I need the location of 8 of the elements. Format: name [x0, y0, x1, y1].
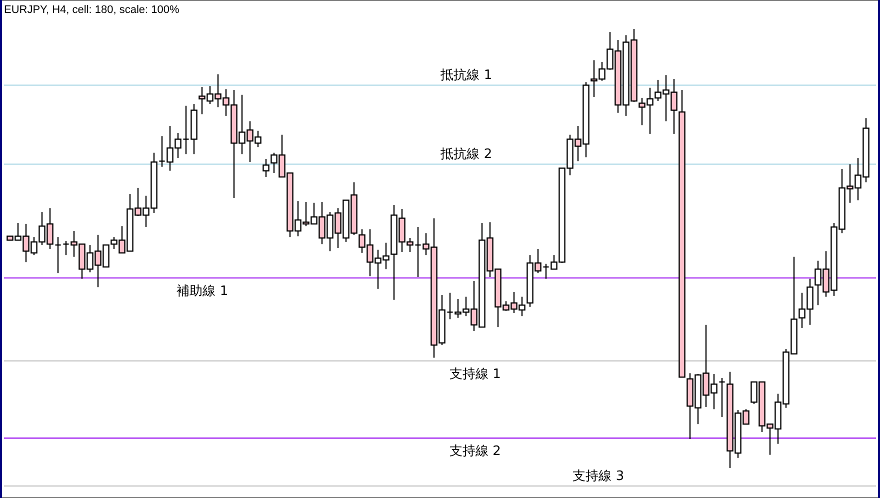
ref-line-label: 支持線 3	[572, 469, 624, 484]
ref-line-label: 抵抗線 1	[440, 68, 492, 84]
candlestick	[262, 158, 270, 178]
chart-title: EURJPY, H4, cell: 180, scale: 100%	[4, 4, 180, 16]
ref-line-label: 補助線 1	[176, 284, 228, 299]
ref-line-label: 抵抗線 2	[440, 147, 492, 162]
ref-line-label: 支持線 1	[449, 366, 501, 382]
ref-line-label: 支持線 2	[449, 444, 501, 460]
